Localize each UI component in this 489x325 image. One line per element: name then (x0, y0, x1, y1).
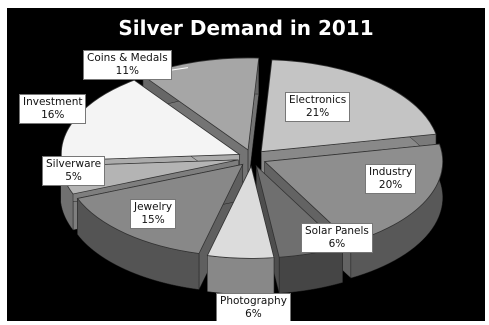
label-industry: Industry 20% (365, 164, 417, 194)
label-photography: Photography 6% (216, 293, 291, 321)
slice-side-3 (207, 255, 275, 295)
label-jewelry: Jewelry 15% (130, 199, 177, 229)
chart-area: Silver Demand in 2011 Coins & Medals 11% … (7, 8, 485, 321)
label-solar-panels: Solar Panels 6% (301, 223, 373, 253)
label-silverware: Silverware 5% (42, 156, 106, 186)
label-electronics: Electronics 21% (285, 92, 351, 122)
label-investment: Investment 16% (19, 94, 87, 124)
chart-title: Silver Demand in 2011 (118, 16, 374, 40)
slice-photography (206, 165, 275, 259)
label-coins-medals: Coins & Medals 11% (83, 50, 172, 80)
leader-line-coins-medals (171, 67, 188, 71)
